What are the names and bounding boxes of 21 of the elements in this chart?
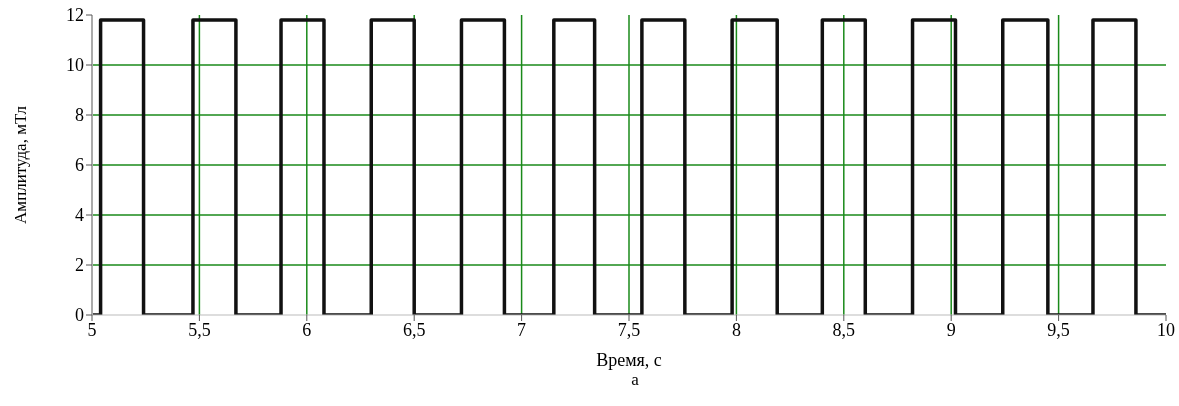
x-tick-label: 5	[87, 319, 97, 340]
x-tick-label: 8,5	[832, 319, 856, 340]
x-tick-label: 8	[731, 319, 741, 340]
x-tick-label: 6	[302, 319, 312, 340]
x-tick-label: 6,5	[402, 319, 426, 340]
y-tick-label: 10	[66, 55, 84, 76]
x-tick-label: 10	[1157, 319, 1175, 340]
y-tick-label: 8	[75, 105, 84, 126]
text: а	[630, 370, 640, 390]
y-axis-title: Амплитуда, мТл	[11, 105, 31, 224]
x-tick-label: 7	[517, 319, 527, 340]
x-tick-label: 9	[946, 319, 956, 340]
x-tick-label: 5,5	[188, 319, 211, 340]
y-tick-label: 2	[75, 255, 84, 276]
x-tick-label: 7,5	[617, 319, 641, 340]
y-tick-label: 12	[66, 5, 84, 26]
x-axis-title: Время, с	[596, 350, 662, 370]
y-tick-label: 0	[75, 305, 84, 326]
y-tick-label: 4	[75, 205, 84, 226]
y-tick-label: 6	[75, 155, 84, 176]
x-tick-label: 9,5	[1047, 319, 1070, 340]
